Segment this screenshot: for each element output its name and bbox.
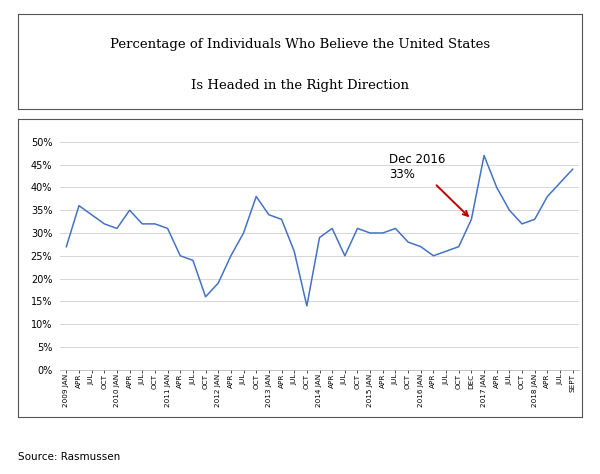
Text: Is Headed in the Right Direction: Is Headed in the Right Direction — [191, 79, 409, 92]
Text: Percentage of Individuals Who Believe the United States: Percentage of Individuals Who Believe th… — [110, 38, 490, 51]
Text: Dec 2016
33%: Dec 2016 33% — [389, 153, 468, 216]
Text: Source: Rasmussen: Source: Rasmussen — [18, 452, 120, 462]
